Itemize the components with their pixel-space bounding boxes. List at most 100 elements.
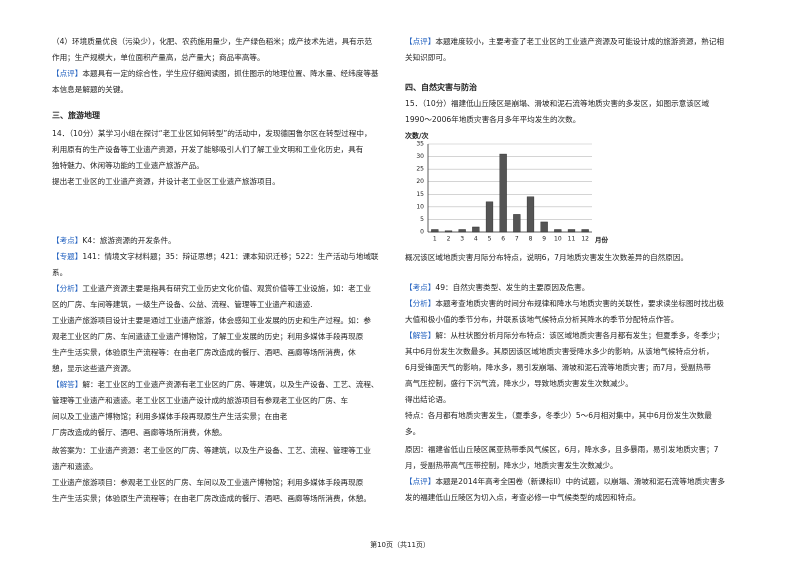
bar xyxy=(540,221,548,233)
text-line: 【分析】工业遗产资源主要是指具有研究工业历史文化价值、观赏价值等工业设施，如：老… xyxy=(52,283,371,295)
label-tag: 【专题】 xyxy=(52,252,83,261)
bar xyxy=(431,229,439,233)
text-line: 原因：福建省低山丘陵区属亚热带季风气候区，6月，降水多，且多暴雨，易引发地质灾害… xyxy=(405,445,719,454)
text-line: 【解答】解：老工业区的工业遗产资源有老工业区的厂房、等建筑，以及生产设备、工艺、… xyxy=(52,379,379,391)
y-tick-label: 25 xyxy=(416,166,424,173)
y-tick-label: 20 xyxy=(416,178,424,185)
label-tag: 【分析】 xyxy=(52,284,83,293)
label-tag: 【考点】 xyxy=(52,236,83,245)
label-tag: 【解答】 xyxy=(405,331,436,340)
label-tag: 【分析】 xyxy=(405,299,436,308)
x-tick-label: 5 xyxy=(488,236,492,243)
text-line: 【解答】解：从柱状图分析月际分布特点：该区域地质灾害各月都有发生；但夏季多，冬季… xyxy=(405,330,724,342)
text-line: 其中6月份发生次数最多。其原因该区域地质灾害受降水多少的影响，从该地气候特点分析… xyxy=(405,347,714,356)
text-line: 管理等工业遗产和遗迹。老工业区工业遗产设计成的旅游项目有参观老工业区的厂房、车 xyxy=(52,396,349,405)
text-line: 【点评】本题难度较小，主要考查了老工业区的工业遗产资源及可能设计成的旅游资源，熟… xyxy=(405,36,724,48)
y-tick-label: 5 xyxy=(420,216,424,223)
bar xyxy=(472,226,480,233)
text: 本题具有一定的综合性，学生应仔细阅读图，抓住图示的地理位置、降水量、经纬度等基 xyxy=(82,69,379,78)
text: 解：老工业区的工业遗产资源有老工业区的厂房、等建筑，以及生产设备、工艺、流程、 xyxy=(82,380,379,389)
text-line: （4）环境质量优良（污染少），化肥、农药施用量少，生产绿色稻米；成产技术先进，具… xyxy=(52,37,372,46)
label-tag: 【点评】 xyxy=(405,37,436,46)
bar xyxy=(554,229,562,233)
x-tick-label: 10 xyxy=(554,236,562,243)
label-tag: 【解答】 xyxy=(52,380,83,389)
bar xyxy=(485,201,494,233)
x-tick-label: 3 xyxy=(460,236,464,243)
text-line: 厂房改造成的餐厅、酒吧、画廊等场所消费，休憩。 xyxy=(52,428,227,437)
bar xyxy=(567,229,576,233)
text-line: 生产生活实景，体验原生产流程等：在由老厂房改造成的餐厅、酒吧、画廊等场所消费，休 xyxy=(52,348,356,357)
text-line: 系。 xyxy=(52,268,68,277)
text-line: 提出老工业区的工业遗产资源，并设计老工业区工业遗产旅游项目。 xyxy=(52,177,280,186)
x-tick-label: 2 xyxy=(447,236,451,243)
x-tick-label: 12 xyxy=(581,236,589,243)
text-line: 大值和极小值的季节分布，并联系该地气候特点分析其降水的季节分配特点作答。 xyxy=(405,315,679,324)
x-tick-label: 4 xyxy=(474,236,478,243)
text-line: 【分析】本题考查地质灾害的时间分布规律和降水与地质灾害的关联性，要求读坐标图时找… xyxy=(405,298,724,310)
text-line: 【点评】本题具有一定的综合性，学生应仔细阅读图，抓住图示的地理位置、降水量、经纬… xyxy=(52,68,379,80)
text-line: 利用原有的生产设备等工业遗产资源，开发了能够吸引人们了解工业文明和工业化历史，具… xyxy=(52,145,364,154)
text-line: 特点：各月都有地质灾害发生，（夏季多，冬季少）5～6月相对集中，其中6月份发生次… xyxy=(405,411,712,420)
x-axis-title: 月份 xyxy=(594,235,609,244)
text-line: 得出结论语。 xyxy=(405,395,451,404)
x-tick-label: 7 xyxy=(515,236,519,243)
label-tag: 【点评】 xyxy=(405,477,436,486)
text-line: 憩，显示这些遗产资源。 xyxy=(52,364,136,373)
y-tick-label: 0 xyxy=(420,229,424,236)
text-line: 多。 xyxy=(405,427,421,436)
x-tick-label: 8 xyxy=(529,236,533,243)
text-line: 14．（10分）某学习小组在探讨“老工业区如何转型”的活动中，发现德国鲁尔区在转… xyxy=(52,129,372,138)
bar xyxy=(526,196,535,233)
text-line: 【考点】K4：旅游资源的开发条件。 xyxy=(52,235,176,247)
x-tick-label: 9 xyxy=(542,236,546,243)
y-tick-label: 15 xyxy=(416,191,424,198)
bar xyxy=(444,230,453,233)
text-line: 故答案为：工业遗产资源：老工业区的厂房、等建筑，以及生产设备、工艺、流程、管理等… xyxy=(52,446,371,455)
text-line: 1990～2006年地质灾害各月多年平均发生的次数。 xyxy=(405,115,581,124)
text-line: 观老工业区的厂房、车间遗迹工业遗产博物馆，了解工业发展的历史；利用多媒体手段再现… xyxy=(52,332,364,341)
text: 工业遗产资源主要是指具有研究工业历史文化价值、观赏价值等工业设施，如：老工业 xyxy=(82,284,371,293)
text: 本题是2014年高考全国卷（新课标II）中的试题，以崩塌、滑坡和泥石流等地质灾害… xyxy=(435,477,725,486)
text: 本题考查地质灾害的时间分布规律和降水与地质灾害的关联性，要求读坐标图时找出极 xyxy=(435,299,724,308)
bar xyxy=(458,229,466,233)
label-tag: 【考点】 xyxy=(405,283,436,292)
text-line: 6月受锋面天气的影响，降水多，易引发崩塌、滑坡和泥石流等地质灾害；而7月，受副热… xyxy=(405,363,711,372)
text-line: 生产生活实景；体验原生产流程等；在由老厂房改造成的餐厅、酒吧、画廊等场所消费，休… xyxy=(52,494,371,503)
bar xyxy=(513,214,521,233)
text-line: 高气压控制，盛行下沉气流，降水少，导致地质灾害发生次数减少。 xyxy=(405,379,633,388)
text-line: 【考点】49：自然灾害类型、发生的主要原因及危害。 xyxy=(405,282,589,294)
text-line: 关知识即可。 xyxy=(405,53,451,62)
text-line: 间以及工业遗产博物馆；利用多媒体手段再现原生产生活实景；在由老 xyxy=(52,412,288,421)
footer: 第10页（共11页） xyxy=(370,541,430,549)
text: 本题难度较小，主要考查了老工业区的工业遗产资源及可能设计成的旅游资源，熟记相 xyxy=(435,37,724,46)
text-line: 发的福建低山丘陵区为切入点，考查必修一中气候类型的成因和特点。 xyxy=(405,493,641,502)
text-line: 区的厂房、车间等建筑，一级生产设备、公益、流程、管理等工业遗产和遗迹. xyxy=(52,300,313,309)
section-heading: 三、旅游地理 xyxy=(52,111,100,120)
text-line: 工业遗产旅游项目：参观老工业区的厂房、车间以及工业遗产博物馆；利用多媒体手段再现… xyxy=(52,478,364,487)
bar xyxy=(499,153,507,233)
text: 141：情境文字材料题；35：辩证思想；421：课本知识迁移；522：生产活动与… xyxy=(82,252,379,261)
x-tick-label: 11 xyxy=(568,236,576,243)
x-tick-label: 1 xyxy=(433,236,437,243)
y-tick-label: 30 xyxy=(416,153,424,160)
text-line: 概况该区域地质灾害月际分布特点，说明6，7月地质灾害发生次数差异的自然原因。 xyxy=(405,253,689,262)
section-heading: 四、自然灾害与防治 xyxy=(405,83,477,92)
y-tick-label: 10 xyxy=(416,203,424,210)
x-tick-label: 6 xyxy=(501,236,505,243)
text: 解：从柱状图分析月际分布特点：该区域地质灾害各月都有发生；但夏季多，冬季少； xyxy=(435,331,724,340)
text-line: 本信息是解题的关键。 xyxy=(52,85,128,94)
text-line: 独特魅力、休闲等功能的工业遗产旅游产品。 xyxy=(52,161,204,170)
text-line: 【专题】141：情境文字材料题；35：辩证思想；421：课本知识迁移；522：生… xyxy=(52,251,379,263)
text-line: 遗产和遗迹。 xyxy=(52,462,98,471)
label-tag: 【点评】 xyxy=(52,69,83,78)
text-line: 月，受副热带高气压带控制，降水少，地质灾害发生次数减少。 xyxy=(405,461,618,470)
y-axis-title: 次数/次 xyxy=(405,131,429,140)
text-line: 15．（10分）福建低山丘陵区是崩塌、滑坡和泥石流等地质灾害的多发区，如图示意该… xyxy=(405,99,710,108)
bar xyxy=(581,229,589,233)
text-line: 【点评】本题是2014年高考全国卷（新课标II）中的试题，以崩塌、滑坡和泥石流等… xyxy=(405,476,725,488)
text: K4：旅游资源的开发条件。 xyxy=(82,236,176,245)
y-tick-label: 35 xyxy=(416,141,424,148)
